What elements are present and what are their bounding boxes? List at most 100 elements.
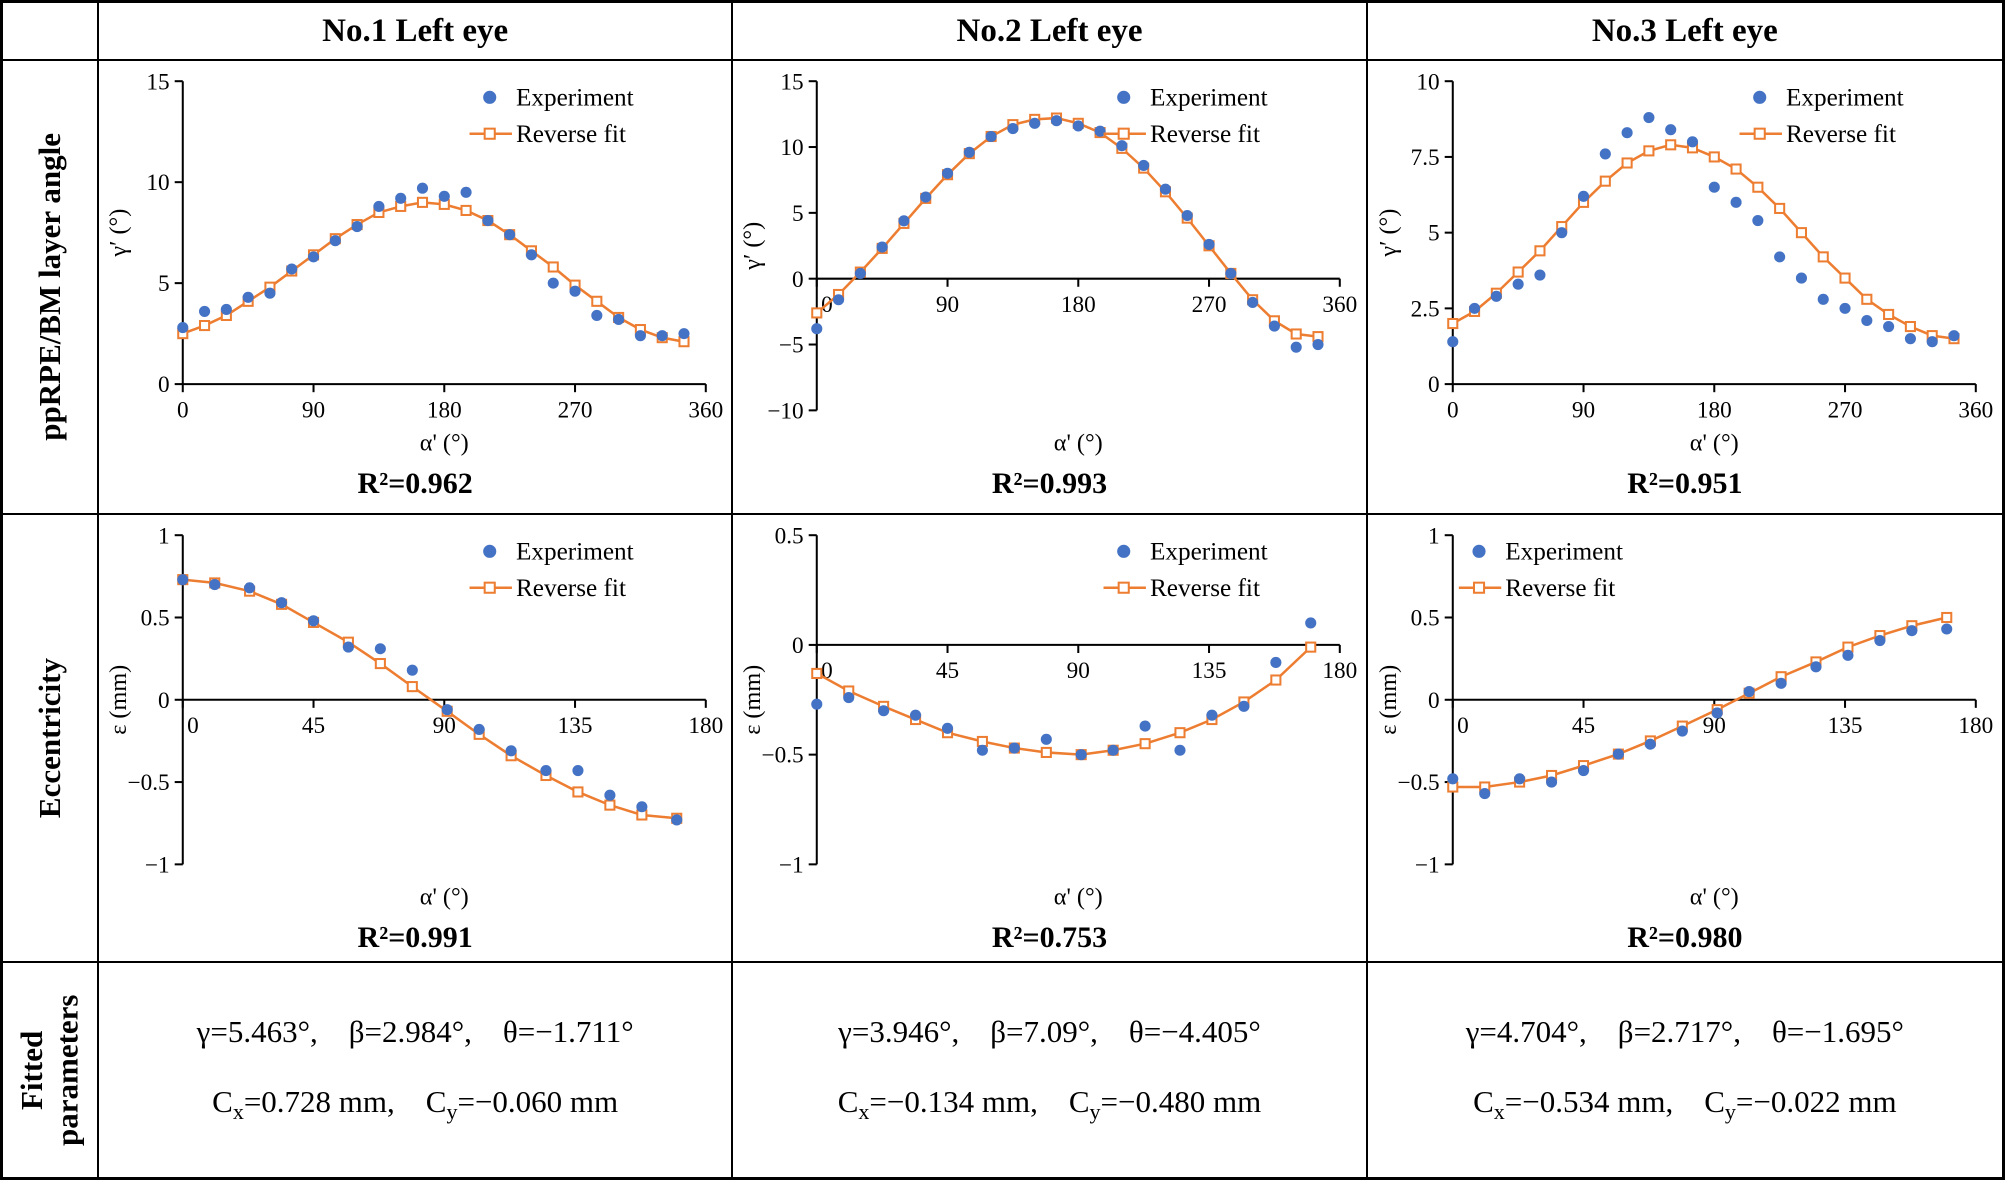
legend-fit-icon-square [1753,127,1766,140]
row-label-fitted-parameters-text: Fitted parameters [14,994,85,1146]
experiment-marker [1269,320,1281,332]
experiment-marker [1140,720,1152,732]
experiment-marker [1305,617,1317,629]
experiment-marker [1730,196,1742,208]
axes [809,80,1342,412]
tick-labels: −1 −0.5 0 0.5 0 45 90 135 180 α' (°) ε (mm) [740,523,1358,910]
experiment-marker [1291,341,1303,353]
legend-experiment-label: Experiment [1786,84,1904,111]
experiment-marker [1029,117,1041,129]
experiment-marker [329,235,342,247]
fit-marker [811,307,823,319]
tick-labels: −1 −0.5 0 0.5 1 0 45 90 135 180 α' (°) ε (mm) [1375,523,1993,910]
experiment-marker [1007,123,1019,135]
axes [174,534,707,866]
legend-fit-icon-square [1118,127,1131,140]
y-axis-label: ε (mm) [105,665,132,735]
experiment-marker [1041,733,1053,745]
tick-labels: 0 2.5 5 7.5 10 0 90 180 270 360 α' (°) γ′ (°) [1375,69,1993,456]
experiment-marker [1773,251,1786,263]
fit-marker [1512,266,1524,278]
chart-no1-layer-angle: 0 5 10 15 0 90 180 270 360 α' (°) γ′ (°) Experiment… [105,69,723,457]
experiment-marker [1468,302,1480,314]
y-tick-label: −1 [1415,852,1440,878]
x-tick-label: 360 [1958,397,1993,423]
x-axis-label: α' (°) [420,430,469,457]
y-tick-label: −10 [768,398,804,424]
y-axis-label: γ′ (°) [1375,209,1402,258]
x-tick-label: 0 [822,658,834,684]
experiment-marker [220,303,233,315]
experiment-marker [308,615,320,627]
row-label-layer-angle: ppRPE/BM layer angle [3,61,99,515]
experiment-series [1447,111,1960,348]
column-header-no3: No.3 Left eye [1367,3,2002,61]
experiment-marker [1904,333,1916,345]
legend-fit-label: Reverse fit [516,575,626,602]
experiment-marker [547,277,559,289]
experiment-marker [1752,214,1764,227]
experiment-marker [395,192,407,204]
y-tick-label: −5 [779,333,804,359]
r-squared-label: R²=0.993 [991,467,1108,500]
experiment-marker [1203,238,1216,251]
fit-marker [1839,272,1851,284]
fit-marker [374,658,387,670]
experiment-marker [1138,159,1150,172]
y-tick-label: 0 [793,633,805,659]
x-tick-label: 180 [427,397,462,423]
param-line-centers: Cx=−0.134 mm, Cy=−0.480 mm [837,1084,1262,1125]
legend-experiment-icon [1117,90,1131,104]
experiment-marker [438,190,450,202]
x-axis-label: α' (°) [420,884,469,911]
x-tick-label: 270 [558,397,593,423]
axes [174,80,707,393]
fit-marker [1643,145,1655,157]
fit-marker [1708,151,1720,163]
legend: Experiment Reverse fit [469,84,634,148]
experiment-marker [1247,296,1259,308]
x-tick-label: 0 [177,397,189,423]
fit-marker [572,786,584,798]
experiment-marker [920,191,932,203]
legend: Experiment Reverse fit [469,538,634,602]
y-tick-label: −1 [779,852,804,878]
fit-marker [1730,163,1742,175]
experiment-marker [1676,725,1688,737]
experiment-marker [1447,336,1459,348]
y-tick-label: 0 [158,372,170,398]
y-axis-label: γ′ (°) [740,222,767,271]
y-tick-label: 15 [781,69,804,95]
legend-experiment-icon [483,90,497,104]
experiment-marker [1948,330,1960,342]
experiment-marker [342,641,355,653]
fit-marker [591,295,603,307]
experiment-marker [1621,127,1633,139]
legend-fit-label: Reverse fit [1150,121,1260,148]
experiment-marker [833,294,845,306]
y-tick-label: 10 [1416,69,1439,95]
experiment-marker [540,764,552,777]
row-label-layer-angle-text: ppRPE/BM layer angle [32,133,68,441]
y-tick-label: 5 [793,201,805,227]
chart-cell-no1-eccentricity: −1 −0.5 0 0.5 1 0 45 90 135 180 α' (°) ε (mm) Experi… [99,515,734,963]
experiment-marker [1882,320,1894,333]
experiment-marker [1577,190,1589,202]
experiment-marker [1108,744,1120,756]
experiment-marker [636,801,648,813]
y-tick-label: 0 [1428,372,1440,398]
x-axis-label: α' (°) [1054,884,1103,911]
fit-marker [1447,317,1459,330]
experiment-marker [1643,111,1655,124]
fit-marker [1270,674,1282,686]
fit-marker [1305,641,1317,653]
fit-marker [811,667,823,679]
chart-no3-eccentricity: −1 −0.5 0 0.5 1 0 45 90 135 180 α' (°) ε (mm) Experi… [1375,523,1993,910]
experiment-marker [1076,749,1088,761]
y-tick-label: 2.5 [1410,296,1439,322]
experiment-marker [276,597,288,609]
fit-marker [417,196,429,208]
column-header-no1: No.1 Left eye [99,3,734,61]
